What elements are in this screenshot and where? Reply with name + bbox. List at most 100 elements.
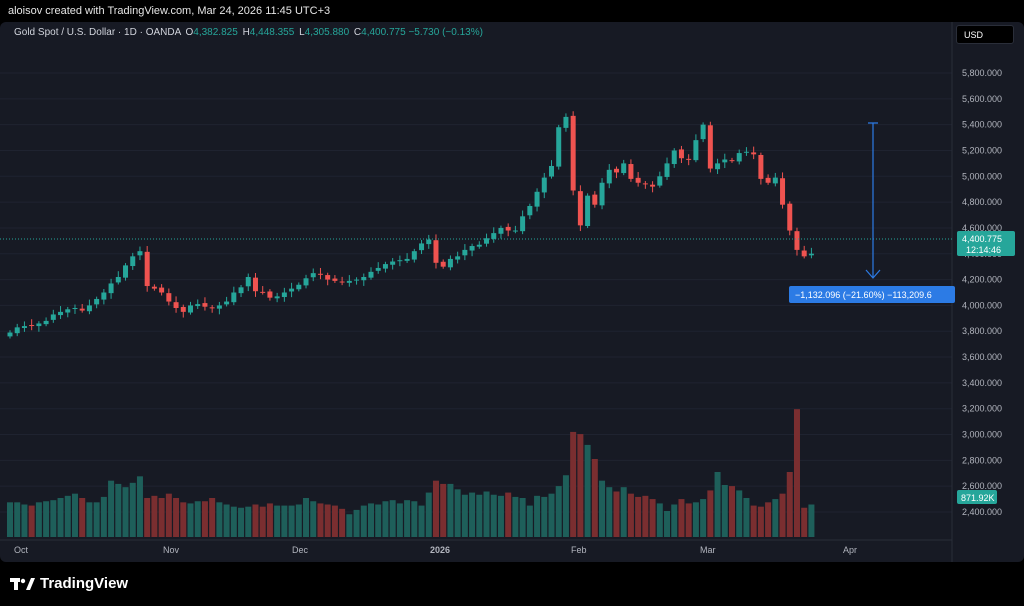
open-key: O	[185, 27, 194, 38]
high-key: H	[242, 27, 250, 38]
candle-body	[686, 158, 692, 160]
volume-bar	[144, 498, 151, 537]
candle-body	[274, 296, 280, 299]
candle-body	[462, 249, 468, 256]
candle-body	[65, 309, 71, 313]
price-tick-label: 4,600.000	[962, 223, 1002, 233]
volume-bar	[317, 503, 324, 537]
volume-bar	[57, 498, 64, 537]
candle-body	[650, 184, 656, 187]
volume-bar	[389, 500, 396, 537]
price-axis[interactable]: 5,800.000 5,600.000 5,400.000 5,200.000 5,00…	[962, 68, 1002, 517]
candle-body	[354, 279, 360, 281]
candle-body	[426, 239, 432, 245]
candle-body	[787, 203, 793, 231]
volume-bar	[793, 409, 800, 537]
volume-bar	[476, 494, 483, 537]
candle-body	[743, 151, 749, 153]
volume-bar	[577, 434, 584, 537]
candle-body	[722, 159, 728, 163]
currency-button[interactable]: USD	[956, 25, 1014, 44]
volume-bar	[201, 501, 208, 537]
tradingview-logo[interactable]: TradingView	[10, 575, 128, 592]
candle-body	[808, 253, 814, 256]
candle-body	[50, 314, 56, 320]
candle-body	[209, 307, 215, 309]
candle-body	[390, 261, 396, 265]
volume-bar	[743, 498, 750, 537]
time-tick-label: Apr	[843, 545, 857, 555]
candle-body	[94, 298, 100, 305]
volume-bar	[223, 504, 230, 537]
candle-body	[281, 292, 287, 298]
volume-bar	[238, 507, 245, 537]
volume-bar	[194, 501, 201, 537]
volume-bar	[346, 514, 353, 537]
top-bar: aloisov created with TradingView.com, Ma…	[0, 0, 1024, 22]
volume-bar	[606, 487, 613, 537]
volume-bar	[700, 499, 707, 537]
volume-bar	[635, 496, 642, 537]
footer: TradingView	[0, 562, 1024, 606]
candle-body	[693, 140, 699, 161]
price-tick-label: 5,800.000	[962, 68, 1002, 78]
volume-bar	[50, 500, 57, 537]
volume-bar	[281, 505, 288, 537]
candle-body	[238, 287, 244, 294]
measure-label[interactable]: −1,132.096 (−21.60%) −113,209.6	[789, 286, 955, 303]
volume-bar	[555, 486, 562, 537]
candle-body	[130, 256, 136, 267]
close-value: 4,400.775	[361, 27, 406, 38]
candle-body	[707, 125, 713, 169]
volume-bar	[93, 502, 100, 537]
candle-body	[101, 292, 107, 300]
volume-bar	[772, 499, 779, 537]
volume-bar	[353, 509, 360, 537]
brand-name: TradingView	[40, 575, 129, 592]
volume-bar	[303, 498, 310, 537]
candle-body	[224, 301, 230, 305]
price-tick-label: 4,800.000	[962, 197, 1002, 207]
chart-frame[interactable]: Gold Spot / U.S. Dollar · 1D · OANDA O4,…	[0, 22, 1024, 562]
volume-bar	[656, 503, 663, 537]
candle-body	[469, 246, 475, 251]
volume-bar	[310, 501, 317, 537]
time-tick-label: Oct	[14, 545, 29, 555]
candle-body	[137, 251, 143, 256]
volume-bar	[14, 502, 21, 537]
candle-body	[397, 260, 403, 262]
price-tick-label: 2,800.000	[962, 455, 1002, 465]
volume-bar	[801, 507, 808, 537]
volume-bar	[440, 483, 447, 537]
candle-body	[245, 277, 251, 287]
price-chart[interactable]: 5,800.000 5,600.000 5,400.000 5,200.000 5,00…	[0, 22, 1024, 562]
volume-bar	[461, 494, 468, 537]
candle-body	[29, 325, 35, 327]
candle-body	[260, 291, 266, 293]
candle-body	[505, 226, 511, 231]
candle-body	[14, 327, 20, 334]
candle-body	[476, 244, 482, 247]
candle-body	[758, 154, 764, 179]
volume-bar	[432, 480, 439, 537]
candle-body	[635, 177, 641, 183]
volume-bar	[721, 485, 728, 537]
candle-body	[592, 194, 598, 205]
candle-body	[563, 116, 569, 128]
volume-bar	[35, 502, 42, 537]
candle-body	[72, 307, 78, 309]
candle-body	[577, 191, 583, 226]
candle-body	[303, 278, 309, 286]
volume-bar	[526, 505, 533, 537]
candle-body	[252, 277, 258, 292]
candle-body	[267, 291, 273, 298]
candle-body	[613, 168, 619, 173]
candle-body	[159, 287, 165, 293]
volume-bar	[158, 498, 165, 537]
candle-body	[780, 178, 786, 205]
volume-bar	[447, 483, 454, 537]
volume-bar	[548, 493, 555, 537]
volume-bar	[757, 506, 764, 537]
volume-bar	[584, 444, 591, 537]
candle-body	[231, 292, 237, 303]
